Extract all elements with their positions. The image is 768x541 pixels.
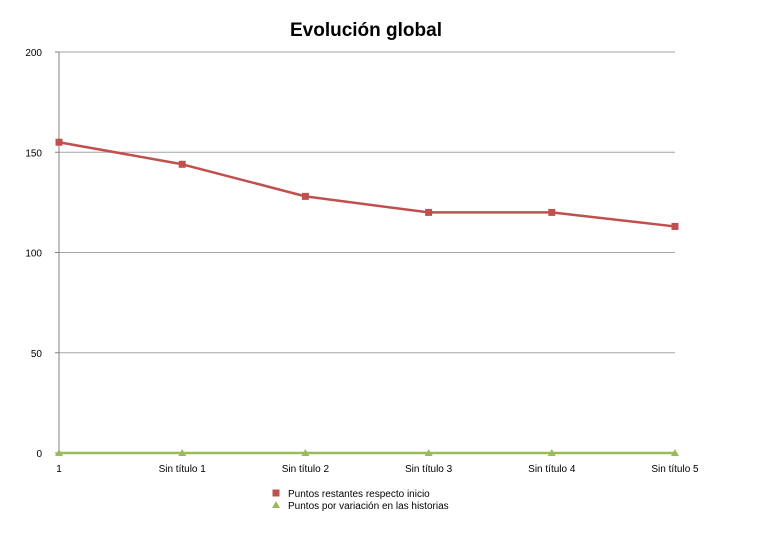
legend-marker <box>272 501 280 508</box>
legend-label: Puntos por variación en las historias <box>288 501 449 512</box>
x-tick-label: Sin título 1 <box>159 464 207 475</box>
x-tick-label: 1 <box>56 464 62 475</box>
series-2 <box>55 449 679 456</box>
y-tick-label: 150 <box>25 148 42 159</box>
y-tick-label: 100 <box>25 249 42 260</box>
x-tick-label: Sin título 3 <box>405 464 453 475</box>
series <box>55 138 679 456</box>
data-point <box>301 192 309 200</box>
legend-label: Puntos restantes respecto inicio <box>288 489 430 500</box>
data-point <box>671 222 679 230</box>
legend-item: Puntos por variación en las historias <box>272 501 449 512</box>
data-point <box>671 449 679 456</box>
data-point <box>548 208 556 216</box>
data-point <box>547 449 556 456</box>
x-tick-label: Sin título 2 <box>282 464 330 475</box>
data-point <box>425 208 433 216</box>
data-point <box>301 449 310 456</box>
x-tick-label: Sin título 5 <box>651 464 699 475</box>
y-tick-labels: 0 50 100 150 200 <box>25 48 42 460</box>
data-point <box>424 449 433 456</box>
y-tick-label: 200 <box>25 48 42 59</box>
data-point <box>55 449 63 456</box>
x-tick-label: Sin título 4 <box>528 464 576 475</box>
series-1 <box>55 138 679 230</box>
legend-marker <box>272 489 280 497</box>
chart-title: Evolución global <box>290 20 442 41</box>
data-point <box>178 449 187 456</box>
y-tick-label: 0 <box>36 449 42 460</box>
gridlines <box>59 51 675 354</box>
series-line <box>58 140 676 228</box>
legend-item: Puntos restantes respecto inicio <box>272 489 430 500</box>
data-point <box>178 160 186 168</box>
y-tick-label: 50 <box>31 349 43 360</box>
data-point <box>55 138 63 146</box>
x-tick-labels: 1 Sin título 1 Sin título 2 Sin título 3 Sin… <box>56 464 699 475</box>
